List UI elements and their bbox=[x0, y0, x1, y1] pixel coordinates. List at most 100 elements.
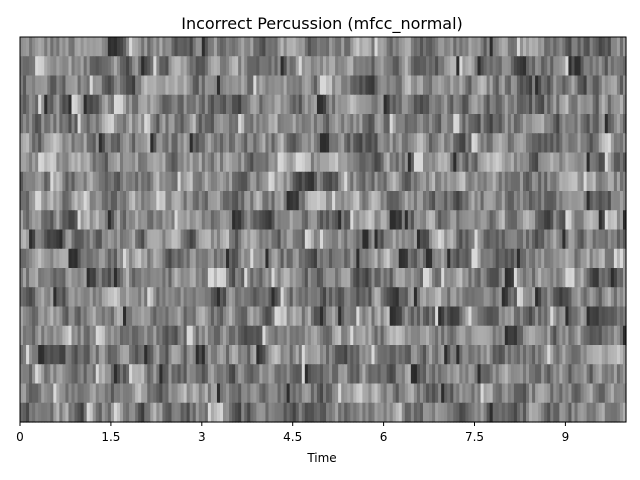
heatmap-cell bbox=[56, 37, 60, 57]
heatmap-cell bbox=[529, 210, 533, 231]
heatmap-cell bbox=[132, 325, 136, 346]
heatmap-cell bbox=[371, 75, 376, 96]
heatmap-cell bbox=[365, 383, 370, 404]
heatmap-cell bbox=[98, 229, 103, 250]
heatmap-cell bbox=[419, 94, 424, 115]
heatmap-cell bbox=[547, 171, 551, 192]
heatmap-cell bbox=[319, 75, 324, 96]
heatmap-cell bbox=[129, 210, 133, 231]
heatmap-cell bbox=[386, 94, 391, 115]
heatmap-cell bbox=[235, 191, 239, 211]
heatmap-cell bbox=[150, 210, 154, 231]
heatmap-cell bbox=[516, 364, 521, 385]
heatmap-cell bbox=[459, 114, 463, 134]
heatmap-cell bbox=[401, 114, 406, 134]
heatmap-cell bbox=[298, 171, 303, 192]
heatmap-cell bbox=[422, 306, 427, 327]
heatmap-cell bbox=[310, 229, 315, 250]
heatmap-cell bbox=[198, 152, 203, 173]
heatmap-cell bbox=[413, 152, 418, 173]
heatmap-cell bbox=[23, 383, 27, 404]
heatmap-cell bbox=[238, 268, 242, 288]
heatmap-cell bbox=[126, 56, 130, 77]
heatmap-cell bbox=[68, 345, 73, 365]
heatmap-cell bbox=[610, 37, 615, 57]
heatmap-cell bbox=[389, 56, 394, 77]
heatmap-cell bbox=[553, 75, 557, 96]
heatmap-cell bbox=[429, 248, 433, 269]
heatmap-cell bbox=[86, 306, 91, 327]
heatmap-cell bbox=[613, 133, 618, 154]
heatmap-cell bbox=[253, 364, 257, 385]
heatmap-cell bbox=[501, 210, 506, 231]
heatmap-cell bbox=[271, 229, 276, 250]
heatmap-cell bbox=[522, 94, 527, 115]
heatmap-cell bbox=[168, 383, 173, 404]
heatmap-cell bbox=[135, 75, 139, 96]
heatmap-cell bbox=[468, 229, 473, 250]
heatmap-cell bbox=[401, 56, 406, 77]
heatmap-cell bbox=[495, 133, 500, 154]
heatmap-cell bbox=[156, 210, 160, 231]
heatmap-cell bbox=[141, 287, 145, 308]
heatmap-cell bbox=[338, 171, 342, 192]
heatmap-cell bbox=[116, 248, 121, 269]
heatmap-cell bbox=[247, 345, 251, 365]
heatmap-cell bbox=[213, 114, 218, 134]
heatmap-cell bbox=[44, 287, 48, 308]
heatmap-cell bbox=[216, 75, 221, 96]
heatmap-cell bbox=[571, 248, 576, 269]
heatmap-cell bbox=[583, 75, 588, 96]
heatmap-cell bbox=[204, 75, 209, 96]
heatmap-cell bbox=[29, 325, 33, 346]
heatmap-cell bbox=[559, 325, 563, 346]
heatmap-cell bbox=[168, 191, 173, 211]
heatmap-cell bbox=[159, 114, 164, 134]
heatmap-cell bbox=[180, 345, 185, 365]
heatmap-cell bbox=[74, 229, 79, 250]
heatmap-cell bbox=[535, 191, 539, 211]
heatmap-cell bbox=[559, 248, 563, 269]
heatmap-cell bbox=[153, 306, 157, 327]
heatmap-cell bbox=[495, 364, 500, 385]
heatmap-cell bbox=[274, 364, 279, 385]
heatmap-cell bbox=[359, 37, 363, 57]
heatmap-cell bbox=[71, 248, 76, 269]
heatmap-cell bbox=[204, 306, 209, 327]
heatmap-cell bbox=[71, 268, 76, 288]
heatmap-cell bbox=[201, 94, 206, 115]
heatmap-cell bbox=[501, 345, 506, 365]
heatmap-cell bbox=[616, 75, 621, 96]
heatmap-cell bbox=[480, 171, 485, 192]
heatmap-cell bbox=[516, 114, 521, 134]
heatmap-cell bbox=[407, 364, 412, 385]
heatmap-cell bbox=[162, 94, 167, 115]
heatmap-cell bbox=[168, 94, 173, 115]
heatmap-cell bbox=[416, 268, 421, 288]
heatmap-cell bbox=[438, 229, 442, 250]
heatmap-cell bbox=[171, 287, 176, 308]
heatmap-cell bbox=[610, 171, 615, 192]
heatmap-cell bbox=[295, 345, 300, 365]
heatmap-cell bbox=[177, 75, 182, 96]
heatmap-cell bbox=[547, 56, 551, 77]
heatmap-cell bbox=[529, 94, 533, 115]
heatmap-cell bbox=[132, 402, 136, 423]
heatmap-cell bbox=[601, 268, 606, 288]
heatmap-cell bbox=[204, 191, 209, 211]
heatmap-cell bbox=[359, 248, 363, 269]
heatmap-cell bbox=[432, 94, 436, 115]
heatmap-cell bbox=[92, 248, 97, 269]
heatmap-cell bbox=[559, 133, 563, 154]
heatmap-cell bbox=[210, 364, 215, 385]
heatmap-cell bbox=[510, 114, 515, 134]
heatmap-cell bbox=[183, 325, 188, 346]
heatmap-cell bbox=[541, 56, 545, 77]
heatmap-cell bbox=[392, 383, 397, 404]
heatmap-cell bbox=[219, 75, 224, 96]
heatmap-cell bbox=[422, 133, 427, 154]
heatmap-cell bbox=[256, 210, 260, 231]
heatmap-cell bbox=[489, 306, 494, 327]
heatmap-cell bbox=[41, 75, 45, 96]
heatmap-cell bbox=[38, 402, 42, 423]
